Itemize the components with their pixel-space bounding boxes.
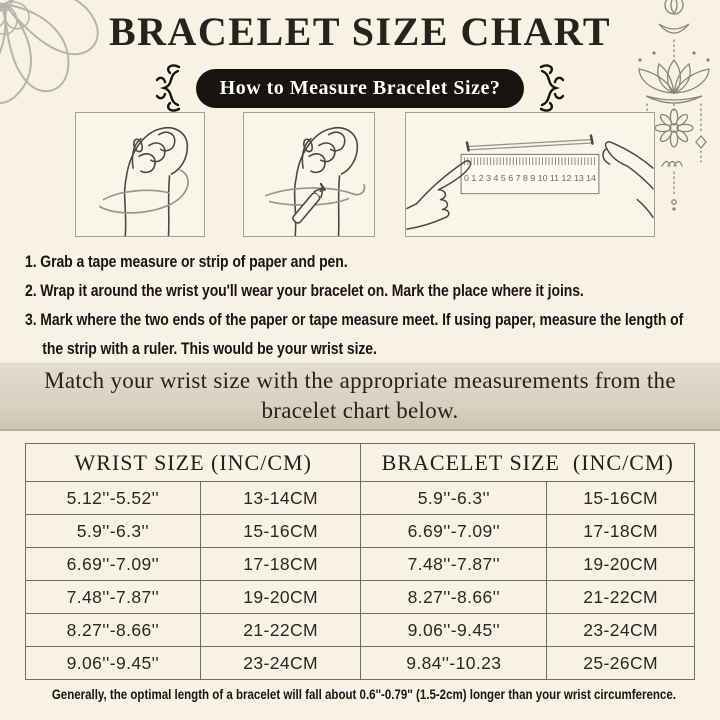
- panel-measure-ruler: 0 1 2 3 4 5 6 7 8 9 10 11 12 13 14: [405, 112, 655, 237]
- page-title: BRACELET SIZE CHART: [108, 9, 612, 54]
- instructions-list: 1. Grab a tape measure or strip of paper…: [25, 247, 688, 363]
- wrist-cm-cell: 21-22CM: [199, 613, 362, 647]
- table-row: 9.06''-9.45'' 23-24CM 9.84''-10.23 25-26…: [25, 646, 695, 680]
- wrist-inch-cell: 5.9''-6.3'': [25, 514, 201, 548]
- panel-wrap-tape: [75, 112, 205, 237]
- table-row: 6.69''-7.09'' 17-18CM 7.48''-7.87'' 19-2…: [25, 547, 695, 581]
- table-header-row: WRIST SIZE (INC/CM) BRACELET SIZE (INC/C…: [24, 443, 695, 482]
- wrist-cm-cell: 23-24CM: [199, 646, 362, 680]
- bracelet-cm-cell: 23-24CM: [546, 613, 695, 647]
- wrist-size-header: WRIST SIZE (INC/CM): [24, 443, 362, 482]
- wrist-inch-cell: 5.12''-5.52'': [25, 481, 201, 515]
- table-row: 7.48''-7.87'' 19-20CM 8.27''-8.66'' 21-2…: [25, 580, 695, 614]
- badge-row: How to Measure Bracelet Size?: [0, 62, 720, 114]
- table-row: 8.27''-8.66'' 21-22CM 9.06''-9.45'' 23-2…: [25, 613, 695, 647]
- bracelet-cm-cell: 15-16CM: [546, 481, 695, 515]
- footer-note: Generally, the optimal length of a brace…: [51, 686, 676, 702]
- bracelet-cm-cell: 21-22CM: [546, 580, 695, 614]
- wrist-inch-cell: 8.27''-8.66'': [25, 613, 201, 647]
- bracelet-cm-cell: 25-26CM: [546, 646, 695, 680]
- flourish-left-icon: [155, 64, 180, 112]
- wrist-cm-cell: 17-18CM: [199, 547, 362, 581]
- bracelet-inch-cell: 9.84''-10.23: [360, 646, 548, 680]
- measure-badge: How to Measure Bracelet Size?: [195, 68, 525, 108]
- bracelet-inch-cell: 5.9''-6.3'': [360, 481, 548, 515]
- wrist-cm-cell: 19-20CM: [199, 580, 362, 614]
- wrist-inch-cell: 6.69''-7.09'': [25, 547, 201, 581]
- bracelet-inch-cell: 7.48''-7.87'': [360, 547, 548, 581]
- hands-with-ruler-icon: 0 1 2 3 4 5 6 7 8 9 10 11 12 13 14: [406, 134, 654, 230]
- table-row: 5.9''-6.3'' 15-16CM 6.69''-7.09'' 17-18C…: [25, 514, 695, 548]
- bracelet-inch-cell: 9.06''-9.45'': [360, 613, 548, 647]
- wrist-cm-cell: 15-16CM: [199, 514, 362, 548]
- match-size-banner: Match your wrist size with the appropria…: [0, 362, 720, 431]
- wrist-cm-cell: 13-14CM: [199, 481, 362, 515]
- instruction-step-2: 2. Wrap it around the wrist you'll wear …: [25, 281, 584, 300]
- bracelet-cm-cell: 19-20CM: [546, 547, 695, 581]
- table-row: 5.12''-5.52'' 13-14CM 5.9''-6.3'' 15-16C…: [25, 481, 695, 515]
- banner-text: Match your wrist size with the appropria…: [44, 368, 676, 423]
- instruction-step-3: 3. Mark where the two ends of the paper …: [25, 310, 684, 358]
- wrist-inch-cell: 7.48''-7.87'': [25, 580, 201, 614]
- bracelet-cm-cell: 17-18CM: [546, 514, 695, 548]
- ruler-numbers: 0 1 2 3 4 5 6 7 8 9 10 11 12 13 14: [464, 174, 597, 183]
- flourish-right-icon: [540, 64, 565, 112]
- instruction-step-1: 1. Grab a tape measure or strip of paper…: [25, 252, 348, 271]
- bracelet-size-header: BRACELET SIZE (INC/CM): [360, 443, 695, 482]
- wrist-inch-cell: 9.06''-9.45'': [25, 646, 201, 680]
- bracelet-inch-cell: 8.27''-8.66'': [360, 580, 548, 614]
- bracelet-inch-cell: 6.69''-7.09'': [360, 514, 548, 548]
- hand-with-tape-icon: [98, 127, 189, 236]
- hand-with-pen-icon: [264, 127, 366, 236]
- panel-mark-pen: [243, 112, 375, 237]
- size-table: WRIST SIZE (INC/CM) BRACELET SIZE (INC/C…: [24, 443, 695, 680]
